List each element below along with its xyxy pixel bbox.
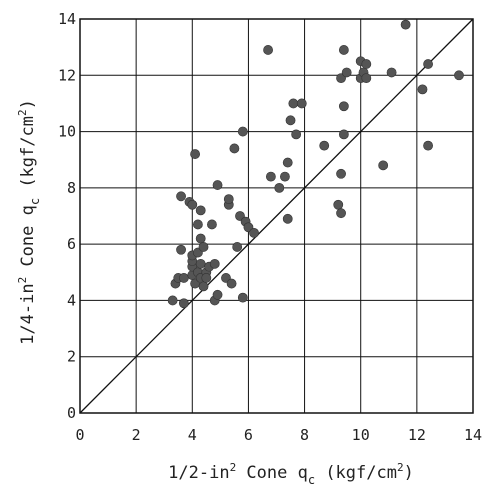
data-point bbox=[423, 59, 433, 69]
data-point bbox=[195, 205, 206, 216]
data-point bbox=[285, 115, 296, 126]
x-axis-label-sub: c bbox=[308, 473, 315, 487]
data-point bbox=[282, 213, 293, 224]
x-axis-label-sup2: 2 bbox=[397, 461, 404, 474]
data-point bbox=[190, 149, 200, 159]
data-point bbox=[338, 101, 349, 112]
data-point bbox=[192, 219, 203, 230]
data-point bbox=[198, 281, 209, 292]
data-point bbox=[209, 258, 220, 269]
data-point bbox=[338, 129, 349, 140]
y-axis-label-unit-open: (kgf/cm bbox=[18, 116, 38, 198]
x-axis-label: 1/2-in2 Cone qc (kgf/cm2) bbox=[168, 461, 414, 487]
data-point bbox=[423, 140, 433, 151]
y-tick-label: 12 bbox=[58, 66, 76, 84]
data-point bbox=[417, 84, 428, 95]
data-points bbox=[167, 19, 464, 309]
data-point bbox=[336, 168, 346, 179]
y-axis-label: 1/4-in2 Cone qc (kgf/cm2) bbox=[16, 99, 42, 345]
data-point bbox=[291, 129, 302, 140]
data-point bbox=[212, 180, 223, 190]
y-axis-label-sub: c bbox=[28, 198, 42, 205]
data-point bbox=[201, 273, 212, 283]
data-point bbox=[195, 258, 206, 269]
x-tick-labels: 0 2 4 6 8 10 12 14 bbox=[75, 426, 482, 444]
data-point bbox=[229, 143, 240, 154]
data-point bbox=[378, 160, 389, 171]
y-tick-label: 4 bbox=[67, 291, 76, 309]
data-point bbox=[237, 126, 248, 137]
y-tick-label: 0 bbox=[67, 404, 76, 422]
y-tick-label: 8 bbox=[67, 179, 76, 197]
x-tick-label: 10 bbox=[352, 426, 370, 444]
data-point bbox=[265, 171, 276, 182]
data-point bbox=[338, 45, 349, 55]
y-tick-labels: 0 2 4 6 8 10 12 14 bbox=[58, 10, 76, 422]
data-point bbox=[207, 219, 217, 230]
data-point bbox=[333, 199, 344, 210]
data-point bbox=[319, 140, 330, 151]
x-tick-label: 6 bbox=[244, 426, 253, 444]
data-point bbox=[237, 292, 248, 303]
data-point bbox=[361, 73, 372, 83]
y-axis-label-sup2: 2 bbox=[16, 109, 29, 116]
data-point bbox=[198, 242, 209, 252]
data-point bbox=[176, 244, 186, 255]
data-point bbox=[341, 67, 352, 78]
data-point bbox=[176, 191, 186, 202]
x-tick-label: 12 bbox=[408, 426, 426, 444]
data-point bbox=[178, 273, 189, 283]
x-axis-label-unit-open: (kgf/cm bbox=[315, 463, 397, 483]
y-axis-label-sup1: 2 bbox=[16, 277, 29, 284]
data-point bbox=[167, 295, 178, 306]
y-tick-label: 10 bbox=[58, 123, 76, 141]
reference-line-y-equals-x bbox=[79, 18, 474, 414]
y-axis-label-unit-close: ) bbox=[18, 99, 38, 109]
y-tick-label: 2 bbox=[67, 348, 76, 366]
data-point bbox=[263, 45, 273, 55]
data-point bbox=[187, 199, 198, 210]
x-axis-label-prefix: 1/2-in bbox=[168, 463, 229, 483]
data-point bbox=[280, 171, 290, 182]
x-axis-label-unit-close: ) bbox=[404, 463, 414, 483]
data-point bbox=[212, 289, 223, 300]
data-point bbox=[249, 227, 259, 238]
data-point bbox=[195, 233, 206, 244]
data-point bbox=[274, 182, 285, 193]
data-point bbox=[232, 242, 243, 252]
x-tick-label: 4 bbox=[188, 426, 197, 444]
data-point bbox=[288, 98, 299, 109]
data-point bbox=[282, 157, 293, 168]
x-axis-label-sup1: 2 bbox=[230, 461, 237, 474]
data-point bbox=[336, 208, 346, 219]
data-point bbox=[400, 19, 411, 30]
y-axis-label-prefix: 1/4-in bbox=[18, 283, 38, 344]
y-tick-label: 6 bbox=[67, 235, 76, 253]
data-point bbox=[296, 98, 307, 109]
data-point bbox=[178, 298, 189, 309]
y-tick-label: 14 bbox=[58, 10, 76, 28]
data-point bbox=[361, 59, 372, 69]
x-tick-label: 14 bbox=[464, 426, 482, 444]
data-point bbox=[454, 70, 464, 81]
x-axis-label-mid: Cone q bbox=[236, 463, 308, 483]
data-point bbox=[386, 67, 397, 78]
plot-frame bbox=[79, 18, 474, 414]
y-axis-label-mid: Cone q bbox=[18, 205, 38, 277]
data-point bbox=[226, 278, 237, 289]
x-tick-label: 8 bbox=[300, 426, 309, 444]
x-tick-label: 2 bbox=[132, 426, 141, 444]
data-point bbox=[223, 194, 234, 205]
x-tick-label: 0 bbox=[75, 426, 84, 444]
